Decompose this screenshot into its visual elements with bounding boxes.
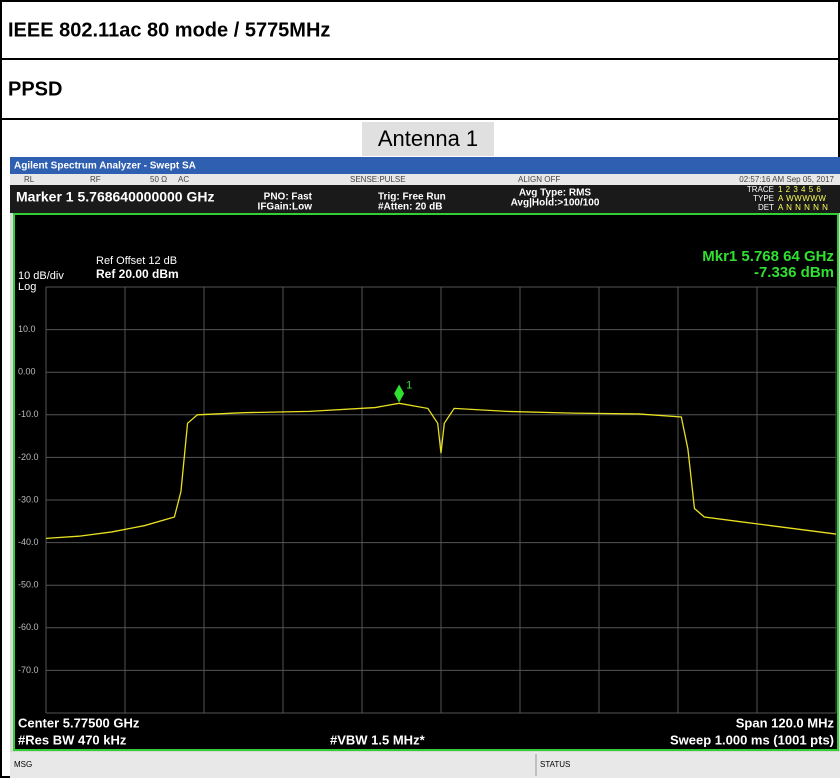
y-tick-label: -10.0 bbox=[18, 409, 39, 419]
status-item: SENSE:PULSE bbox=[350, 175, 406, 184]
y-tick-label: 0.00 bbox=[18, 367, 36, 377]
sweep: Sweep 1.000 ms (1001 pts) bbox=[670, 732, 834, 747]
trace-info-value: A N N N N N bbox=[778, 203, 828, 212]
trace-info-value: A WWWWW bbox=[778, 194, 826, 203]
y-tick-label: -70.0 bbox=[18, 665, 39, 675]
scale-type: Log bbox=[18, 281, 36, 293]
message-bar bbox=[10, 752, 840, 778]
setting: IFGain:Low bbox=[258, 202, 313, 213]
trace-info-value: 1 2 3 4 5 6 bbox=[778, 185, 821, 194]
window-title: Agilent Spectrum Analyzer - Swept SA bbox=[14, 161, 196, 172]
span: Span 120.0 MHz bbox=[736, 715, 835, 730]
y-tick-label: -20.0 bbox=[18, 452, 39, 462]
y-tick-label: -40.0 bbox=[18, 537, 39, 547]
title-bar bbox=[10, 157, 840, 174]
marker-label: 1 bbox=[406, 379, 412, 391]
subtitle: PPSD bbox=[8, 78, 62, 100]
title: IEEE 802.11ac 80 mode / 5775MHz bbox=[8, 19, 330, 41]
ref-offset: Ref Offset 12 dB bbox=[96, 255, 177, 267]
status-item: 02:57:16 AM Sep 05, 2017 bbox=[739, 175, 834, 184]
plot-area bbox=[13, 213, 839, 751]
ref-level: Ref 20.00 dBm bbox=[96, 267, 179, 281]
trace-info-label: TRACE bbox=[747, 185, 774, 194]
status-item: ALIGN OFF bbox=[518, 175, 560, 184]
rbw: #Res BW 470 kHz bbox=[18, 732, 127, 747]
caption-bg bbox=[362, 122, 494, 156]
setting: PNO: Fast bbox=[264, 192, 313, 203]
y-tick-label: 10.0 bbox=[18, 324, 36, 334]
y-tick-label: -60.0 bbox=[18, 622, 39, 632]
marker-row bbox=[10, 185, 840, 213]
status-item: AC bbox=[178, 175, 189, 184]
setting: #Atten: 20 dB bbox=[378, 202, 442, 213]
status: STATUS bbox=[540, 760, 570, 769]
marker bbox=[394, 384, 405, 403]
mkr-value: -7.336 dBm bbox=[754, 264, 834, 281]
center: Center 5.77500 GHz bbox=[18, 715, 140, 730]
status-row bbox=[10, 174, 840, 185]
scale: 10 dB/div bbox=[18, 270, 64, 282]
setting: Avg|Hold:>100/100 bbox=[511, 198, 600, 209]
trace-info-label: TYPE bbox=[753, 194, 774, 203]
status-item: 50 Ω bbox=[150, 175, 167, 184]
setting: Trig: Free Run bbox=[378, 192, 446, 203]
msg: MSG bbox=[14, 760, 32, 769]
marker-readout: Marker 1 5.768640000000 GHz bbox=[16, 189, 214, 205]
y-tick-label: -50.0 bbox=[18, 580, 39, 590]
trace-info-label: DET bbox=[758, 203, 774, 212]
mkr-freq: Mkr1 5.768 64 GHz bbox=[702, 248, 834, 265]
setting: Avg Type: RMS bbox=[519, 188, 592, 199]
status-item: RF bbox=[90, 175, 101, 184]
vbw: #VBW 1.5 MHz* bbox=[330, 732, 426, 747]
trace bbox=[45, 402, 837, 539]
status-item: RL bbox=[24, 175, 35, 184]
y-tick-label: -30.0 bbox=[18, 494, 39, 504]
caption: Antenna 1 bbox=[378, 126, 478, 151]
